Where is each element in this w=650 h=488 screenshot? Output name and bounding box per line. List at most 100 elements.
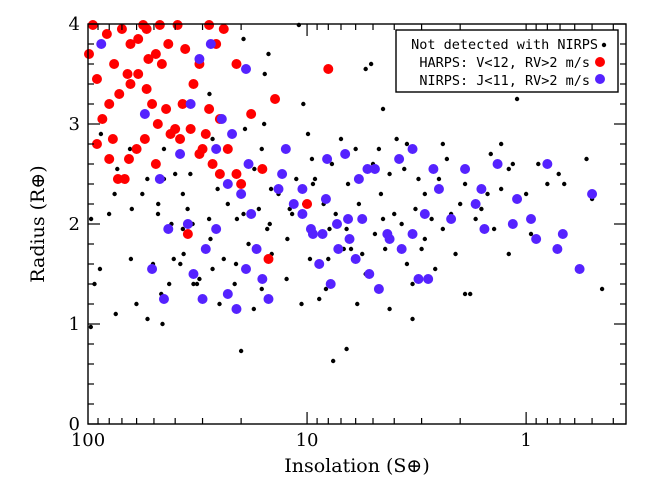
point-not-detected [172,171,178,177]
point-not-detected [545,181,550,187]
point-harps [125,79,136,89]
point-nirps [200,244,211,254]
point-harps [207,159,218,169]
point-not-detected [380,216,386,222]
point-not-detected [145,176,150,182]
point-nirps [479,224,490,234]
point-nirps [476,184,487,194]
point-not-detected [372,231,378,237]
point-nirps [332,219,343,229]
point-harps [138,20,149,30]
point-not-detected [261,121,267,127]
point-not-detected [259,146,264,152]
point-nirps [407,144,418,154]
point-not-detected [210,266,215,272]
point-not-detected [353,146,358,152]
point-harps [222,144,233,154]
point-harps [231,169,242,179]
point-not-detected [310,181,316,187]
point-not-detected [289,211,295,217]
point-harps [104,99,115,109]
point-not-detected [394,136,399,142]
point-not-detected [348,246,354,252]
point-not-detected [404,141,410,147]
point-not-detected [485,191,490,197]
point-harps [204,20,215,30]
point-harps [114,89,125,99]
point-harps [231,59,242,69]
point-harps [125,39,136,49]
point-not-detected [444,156,450,162]
point-harps [175,134,186,144]
point-nirps [280,144,291,154]
point-not-detected [312,176,318,182]
series-harps [84,20,334,264]
point-harps [323,64,334,74]
point-nirps [240,264,251,274]
point-not-detected [599,286,605,292]
point-harps [177,99,188,109]
point-nirps [394,154,405,164]
point-nirps [531,234,542,244]
point-not-detected [140,191,145,197]
point-not-detected [473,216,478,222]
point-harps [147,99,158,109]
point-nirps [492,159,503,169]
point-not-detected [238,348,244,354]
point-not-detected [329,161,335,167]
point-not-detected [584,156,589,162]
point-harps [154,20,165,30]
point-harps [236,179,247,189]
point-nirps [246,209,257,219]
point-nirps [353,174,364,184]
point-nirps [373,284,384,294]
point-nirps [470,199,481,209]
point-not-detected [180,226,186,232]
point-nirps [314,259,325,269]
series-not-detected [88,22,605,364]
point-harps [91,74,102,84]
legend-label-nirps: NIRPS: J<11, RV>2 m/s [419,73,590,89]
point-not-detected [129,206,135,212]
point-nirps [222,179,233,189]
point-not-detected [488,151,493,157]
point-not-detected [194,281,200,287]
point-not-detected [178,261,183,267]
point-nirps [333,244,344,254]
point-not-detected [462,181,468,187]
point-nirps [205,39,216,49]
point-not-detected [225,201,231,207]
point-not-detected [251,306,257,312]
point-nirps [277,169,288,179]
point-harps [270,94,281,104]
point-not-detected [333,211,338,217]
point-not-detected [380,106,386,112]
point-harps [172,20,183,30]
point-not-detected [181,251,186,257]
point-nirps [557,229,568,239]
point-not-detected [536,161,541,167]
point-not-detected [378,191,384,197]
point-not-detected [267,221,272,227]
point-nirps [369,164,380,174]
point-not-detected [410,316,415,322]
point-harps [246,109,257,119]
point-harps [257,164,268,174]
point-not-detected [387,306,392,312]
point-not-detected [166,281,172,287]
point-not-detected [156,201,161,207]
x-tick-label: 100 [71,430,105,451]
point-not-detected [171,256,176,262]
point-not-detected [440,226,446,232]
point-harps [218,24,229,34]
point-not-detected [112,191,117,197]
point-nirps [382,229,393,239]
point-nirps [574,264,585,274]
point-not-detected [399,221,404,227]
point-nirps [182,219,193,229]
point-harps [150,49,161,59]
point-nirps [194,54,205,64]
point-not-detected [241,36,246,42]
